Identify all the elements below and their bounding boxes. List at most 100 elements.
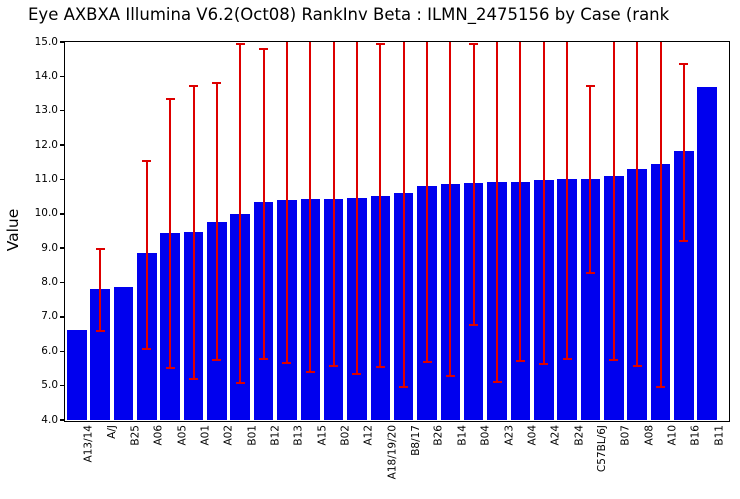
error-bar-bottom-cap — [492, 380, 502, 383]
x-tick-label: B24 — [573, 425, 586, 446]
error-bar-bottom-cap — [189, 377, 198, 380]
error-bar-top-cap — [212, 81, 222, 84]
error-bar-top-cap — [375, 42, 385, 45]
error-bar-bottom-cap — [422, 360, 432, 363]
error-bar-bottom-cap — [165, 367, 175, 370]
error-bar-top-cap — [259, 47, 269, 50]
y-tick — [60, 316, 65, 318]
y-tick — [60, 75, 65, 78]
y-tick-label: 8.0 — [41, 276, 58, 289]
error-bar-top-cap — [165, 97, 175, 100]
x-tick-label: A05 — [176, 425, 189, 446]
y-tick-label: 10.0 — [34, 207, 58, 220]
x-tick-label: A10 — [666, 425, 679, 446]
y-tick-label: 6.0 — [41, 344, 58, 357]
error-bar — [215, 82, 218, 360]
error-bar-bottom-cap — [259, 357, 269, 360]
error-bar-bottom-cap — [632, 365, 642, 368]
y-tick-label: 4.0 — [41, 413, 58, 426]
y-tick-label: 14.0 — [34, 69, 58, 82]
x-tick-label: B02 — [339, 425, 352, 446]
error-bar-bottom-cap — [329, 365, 339, 368]
x-tick-label: A/J — [106, 425, 119, 439]
bar — [580, 178, 601, 420]
error-bar — [239, 43, 242, 384]
error-bar-bottom-cap — [399, 385, 409, 388]
error-bar-top-cap — [142, 160, 152, 163]
bar — [113, 286, 134, 420]
y-tick-label: 5.0 — [41, 379, 58, 392]
bar — [674, 151, 694, 420]
error-bar-bottom-cap — [445, 374, 455, 377]
error-bar-bottom-cap — [282, 362, 292, 365]
x-tick-label: A06 — [152, 425, 165, 446]
error-bar — [542, 42, 545, 365]
x-tick-label: A04 — [526, 425, 539, 446]
x-tick-label: B04 — [479, 425, 492, 446]
x-tick-label: B11 — [713, 425, 726, 446]
x-tick-label: B13 — [292, 425, 305, 446]
y-tick-label: 7.0 — [41, 310, 58, 323]
error-bar-bottom-cap — [142, 347, 152, 350]
x-tick-label: B01 — [246, 425, 259, 446]
y-tick-label: 13.0 — [34, 104, 58, 117]
y-axis-title: Value — [4, 208, 22, 252]
x-tick-label: C57BL/6J — [596, 425, 609, 473]
x-tick-label: B26 — [433, 425, 445, 446]
error-bar-bottom-cap — [95, 330, 105, 333]
error-bar — [636, 42, 639, 367]
error-bar-bottom-cap — [515, 359, 525, 362]
y-tick — [60, 419, 65, 421]
error-bar — [285, 42, 288, 364]
y-tick — [60, 178, 65, 181]
y-tick — [60, 281, 65, 284]
error-bar — [145, 161, 148, 349]
error-bar-bottom-cap — [679, 239, 689, 242]
error-bar — [449, 42, 452, 376]
x-tick-label: A18/19/20 — [386, 425, 399, 480]
x-tick-label: B12 — [269, 425, 282, 446]
error-bar-bottom-cap — [212, 358, 222, 361]
y-tick-label: 9.0 — [41, 241, 58, 254]
y-tick — [60, 144, 65, 146]
error-bar — [402, 42, 405, 387]
error-bar-bottom-cap — [375, 365, 385, 368]
error-bar — [612, 42, 615, 360]
y-tick-label: 11.0 — [34, 172, 58, 185]
x-tick-label: A01 — [199, 425, 212, 446]
error-bar — [589, 85, 592, 273]
error-bar — [99, 249, 102, 332]
y-tick — [60, 350, 65, 353]
error-bar — [355, 42, 358, 374]
error-bar — [169, 98, 172, 369]
error-bar-bottom-cap — [305, 371, 315, 374]
error-bar — [332, 42, 335, 367]
error-bar-bottom-cap — [656, 385, 665, 388]
x-tick-label: A02 — [222, 425, 235, 446]
error-bar-top-cap — [679, 63, 689, 66]
error-bar-top-cap — [585, 84, 595, 87]
error-bar — [566, 42, 569, 360]
error-bar — [309, 42, 312, 373]
error-bar-bottom-cap — [585, 271, 595, 274]
bar — [697, 87, 717, 420]
error-bar-top-cap — [95, 248, 105, 251]
x-tick-label: A12 — [362, 425, 375, 446]
y-tick-label: 12.0 — [34, 138, 58, 151]
y-tick — [60, 41, 65, 43]
error-bar-top-cap — [469, 42, 479, 45]
x-tick-label: B16 — [689, 425, 702, 446]
error-bar — [192, 85, 195, 379]
error-bar — [379, 43, 382, 367]
y-tick — [60, 213, 65, 215]
x-tick-label: B07 — [619, 425, 632, 446]
error-bar-bottom-cap — [609, 358, 619, 361]
x-tick-label: A08 — [643, 425, 656, 446]
x-tick-label: A15 — [316, 425, 329, 446]
error-bar-bottom-cap — [235, 382, 245, 385]
error-bar — [659, 42, 662, 387]
chart-title: Eye AXBXA Illumina V6.2(Oct08) RankInv B… — [28, 5, 670, 24]
x-tick-label: A13/14 — [82, 425, 95, 463]
error-bar-top-cap — [189, 84, 198, 87]
